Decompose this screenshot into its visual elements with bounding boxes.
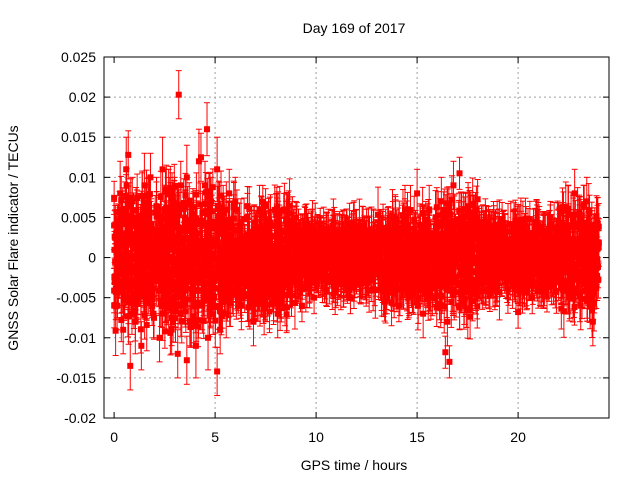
data-point [456,156,463,190]
data-point [113,239,120,285]
x-tick-label: 10 [308,429,324,445]
y-tick-label: 0.005 [61,209,96,225]
x-tick-label: 0 [110,429,118,445]
data-point [138,268,145,316]
y-tick-label: -0.02 [64,410,96,426]
x-axis-label: GPS time / hours [301,457,408,473]
y-tick-label: -0.005 [56,290,96,306]
data-point [121,259,128,295]
y-tick-label: 0.01 [69,169,96,185]
data-point [127,341,134,391]
chart-title: Day 169 of 2017 [303,20,406,36]
data-points [111,70,602,397]
y-tick-label: -0.01 [64,330,96,346]
data-point [175,70,182,120]
y-tick-labels: -0.02 -0.015 -0.01 -0.005 0 0.005 0.01 0.015 0.0… [56,49,96,426]
x-tick-label: 20 [510,429,526,445]
data-point [151,295,158,340]
y-tick-label: 0 [88,250,96,266]
y-tick-label: 0.025 [61,49,96,65]
data-point [204,102,211,157]
x-tick-label: 5 [211,429,219,445]
x-tick-label: 15 [409,429,425,445]
data-point [145,210,152,253]
y-tick-label: 0.02 [69,89,96,105]
x-tick-labels: 0 5 10 15 20 [110,429,526,445]
y-tick-label: -0.015 [56,370,96,386]
y-axis-label: GNSS Solar Flare indicator / TECUs [5,125,21,350]
y-tick-label: 0.015 [61,129,96,145]
